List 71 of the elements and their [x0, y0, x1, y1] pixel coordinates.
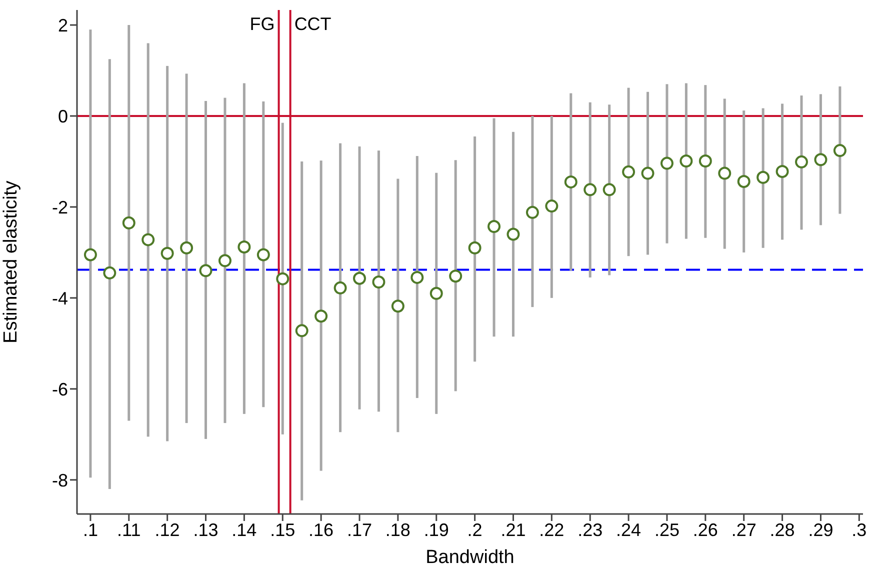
point [545, 200, 558, 213]
point [295, 324, 308, 338]
x-tick-label: .13 [193, 520, 218, 540]
point [833, 144, 846, 158]
ref-line-label: FG [250, 14, 275, 34]
point [506, 228, 520, 241]
x-tick-label: .29 [808, 520, 834, 540]
point [430, 286, 443, 300]
point [584, 183, 597, 196]
point [84, 248, 97, 262]
x-tick-label: .14 [232, 520, 257, 540]
x-tick-label: .22 [539, 520, 564, 540]
point [353, 272, 366, 285]
point [314, 310, 328, 323]
y-tick-label: 0 [58, 106, 68, 126]
y-tick-label: -4 [52, 288, 68, 308]
point [103, 266, 116, 280]
point [737, 174, 750, 188]
point [660, 156, 674, 170]
x-tick-label: .24 [616, 520, 642, 540]
x-tick-label: .1 [82, 520, 98, 540]
point [641, 166, 654, 180]
x-tick-label: .27 [731, 520, 756, 540]
point [372, 276, 386, 289]
x-tick-label: .21 [500, 520, 526, 540]
point [142, 233, 155, 246]
point [122, 216, 136, 230]
point [238, 240, 251, 254]
point [199, 264, 212, 278]
x-tick-label: .23 [578, 520, 603, 540]
point [526, 206, 539, 219]
x-tick-label: .15 [270, 520, 296, 540]
x-tick-label: .12 [154, 520, 180, 540]
x-axis-title: Bandwidth [426, 547, 514, 568]
point [756, 170, 770, 184]
point [180, 241, 194, 254]
x-tick-label: .19 [424, 520, 449, 540]
point [488, 220, 501, 234]
point [160, 246, 174, 260]
point [602, 183, 616, 196]
point [698, 154, 712, 168]
x-tick-label: .18 [385, 520, 410, 540]
x-tick-label: .28 [770, 520, 795, 540]
point [218, 254, 232, 268]
x-tick-label: .17 [346, 520, 372, 540]
point [718, 166, 732, 180]
y-tick-label: -6 [52, 379, 68, 400]
y-tick-label: -2 [52, 197, 68, 218]
x-tick-label: .16 [308, 520, 334, 540]
point [622, 165, 636, 178]
x-tick-label: .3 [852, 520, 867, 540]
y-axis-title: Estimated elasticity [0, 180, 22, 344]
point [256, 248, 270, 262]
point [795, 155, 808, 168]
y-tick-label: 2 [58, 15, 68, 36]
point [680, 154, 693, 168]
x-tick-label: .26 [692, 520, 718, 540]
point [776, 164, 789, 178]
point [334, 281, 347, 294]
x-tick-label: .25 [654, 520, 680, 540]
point [276, 272, 290, 286]
x-tick-label: .2 [467, 520, 482, 540]
point [410, 270, 424, 284]
point [814, 153, 828, 166]
point [564, 175, 578, 188]
point [449, 270, 462, 283]
ref-line-label: CCT [294, 14, 332, 34]
x-tick-label: .11 [117, 520, 141, 540]
point [391, 300, 404, 313]
point [468, 241, 482, 254]
y-tick-label: -8 [52, 470, 68, 490]
